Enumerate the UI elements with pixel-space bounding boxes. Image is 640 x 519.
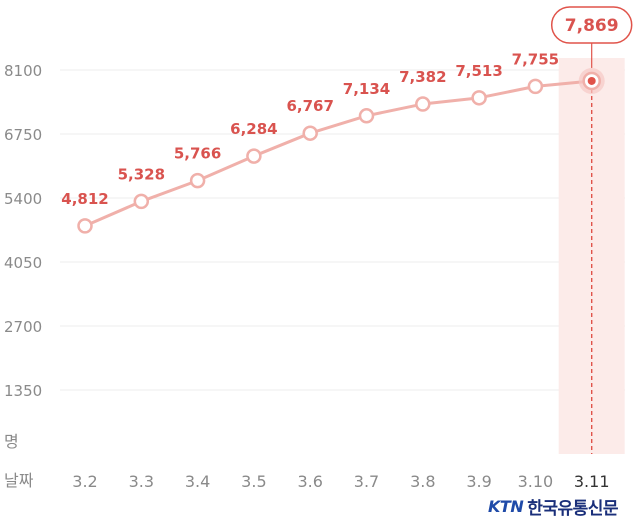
y-tick-label: 6750 [4, 126, 42, 144]
data-label: 7,382 [399, 68, 446, 86]
highlight-value-label: 7,869 [565, 16, 619, 36]
data-label: 7,513 [455, 62, 502, 80]
data-point [189, 172, 206, 189]
x-tick-label: 3.2 [72, 472, 97, 491]
data-label: 7,755 [512, 50, 559, 68]
y-tick-label: 5400 [4, 190, 42, 208]
y-tick-label: 1350 [4, 382, 42, 400]
data-label: 5,328 [118, 165, 165, 183]
data-point [302, 125, 318, 141]
data-label: 7,134 [343, 80, 390, 98]
x-tick-label: 3.6 [297, 472, 322, 491]
data-point [246, 148, 262, 164]
brand-logo: KTN 한국유통신문 [488, 493, 619, 519]
y-tick-label: 4050 [4, 254, 42, 272]
x-tick-label: 3.8 [410, 472, 435, 491]
data-labels: 4,812 5,328 5,766 6,284 6,767 7,134 7,382 7,513… [61, 50, 559, 208]
grid-lines [60, 69, 625, 391]
data-point [527, 78, 544, 95]
y-axis-unit-label: 명 [4, 432, 19, 451]
data-point [358, 108, 375, 124]
x-axis-label: 날짜 [4, 471, 34, 490]
data-label: 6,284 [230, 120, 277, 138]
data-label: 5,766 [174, 145, 221, 163]
y-axis-ticks: 8100 6750 5400 4050 2700 1350 [4, 62, 42, 400]
x-tick-label: 3.10 [518, 472, 554, 491]
brand-mark: KTN [488, 496, 524, 516]
y-tick-label: 2700 [4, 318, 42, 336]
data-point [415, 96, 431, 112]
data-point [133, 193, 150, 210]
x-tick-label: 3.7 [354, 472, 379, 491]
data-points [77, 67, 605, 234]
highlight-callout: 7,869 [550, 6, 633, 68]
series-line [84, 79, 592, 228]
y-tick-label: 8100 [4, 62, 42, 80]
data-label: 4,812 [61, 190, 108, 208]
highlight-point-center [587, 76, 596, 85]
data-point [471, 90, 487, 106]
x-tick-label: 3.4 [185, 472, 210, 491]
data-point [77, 218, 93, 234]
x-tick-label: 3.9 [466, 472, 491, 491]
x-tick-label: 3.3 [129, 472, 154, 491]
brand-name: 한국유통신문 [527, 498, 619, 519]
x-tick-label: 3.5 [241, 472, 266, 491]
x-axis-ticks: 3.2 3.3 3.4 3.5 3.6 3.7 3.8 3.9 3.10 3.11 [72, 472, 609, 491]
x-tick-label: 3.11 [574, 472, 610, 491]
data-label: 6,767 [286, 97, 333, 115]
